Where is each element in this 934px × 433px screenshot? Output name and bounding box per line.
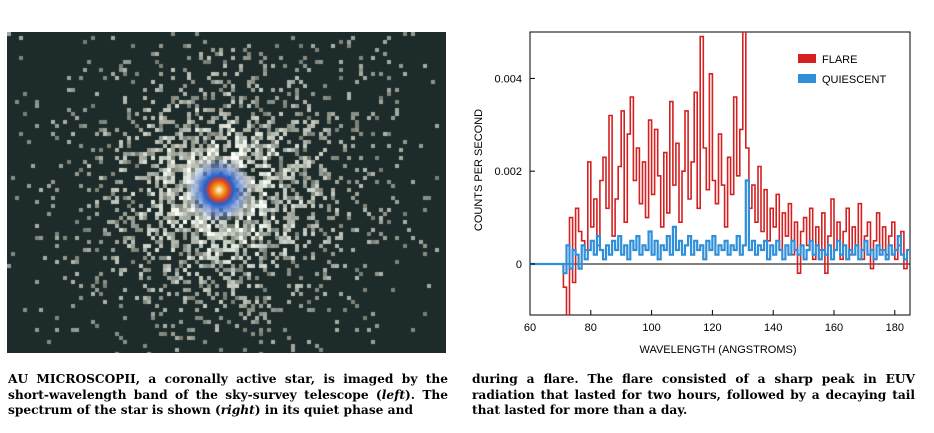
spectrum-chart: 60 80 100 120 140 160 180 0 0.002 0.004 COUNTS PE… — [473, 31, 911, 356]
caption-left-run: ) in its quiet phase and — [254, 403, 413, 417]
x-tick-label: 60 — [524, 322, 536, 334]
y-axis-label: COUNTS PER SECOND — [473, 109, 485, 231]
caption-left-run: left — [381, 387, 405, 402]
legend: FLARE QUIESCENT — [798, 54, 886, 86]
y-tick-label: 0 — [516, 259, 522, 271]
legend-swatch-flare — [798, 54, 816, 63]
axis-ticks: 60 80 100 120 140 160 180 0 0.002 0.004 — [494, 73, 904, 334]
caption-left: AU MICROSCOPII, a coronally active star,… — [8, 372, 448, 419]
caption-left-run: ). The spectrum of the star is shown ( — [8, 387, 448, 418]
x-axis-label: WAVELENGTH (ANGSTROMS) — [639, 344, 796, 356]
y-tick-label: 0.004 — [494, 73, 522, 85]
x-tick-label: 140 — [764, 322, 782, 334]
plot-area — [529, 31, 911, 316]
caption-left-run: right — [220, 403, 255, 417]
star-image — [7, 32, 446, 353]
x-tick-label: 100 — [642, 322, 660, 334]
x-tick-label: 160 — [825, 322, 843, 334]
series-line-quiescent — [530, 179, 910, 275]
legend-label-flare: FLARE — [822, 54, 857, 66]
caption-right: during a flare. The flare consisted of a… — [472, 372, 915, 417]
y-tick-label: 0.002 — [494, 166, 522, 178]
legend-label-quiescent: QUIESCENT — [822, 74, 886, 86]
caption-left-run: AU MICROSCOPII, a coronally active star,… — [8, 372, 448, 402]
x-tick-label: 80 — [585, 322, 597, 334]
plot-frame — [529, 31, 911, 316]
x-tick-label: 180 — [886, 322, 904, 334]
legend-swatch-quiescent — [798, 74, 816, 83]
x-tick-label: 120 — [703, 322, 721, 334]
